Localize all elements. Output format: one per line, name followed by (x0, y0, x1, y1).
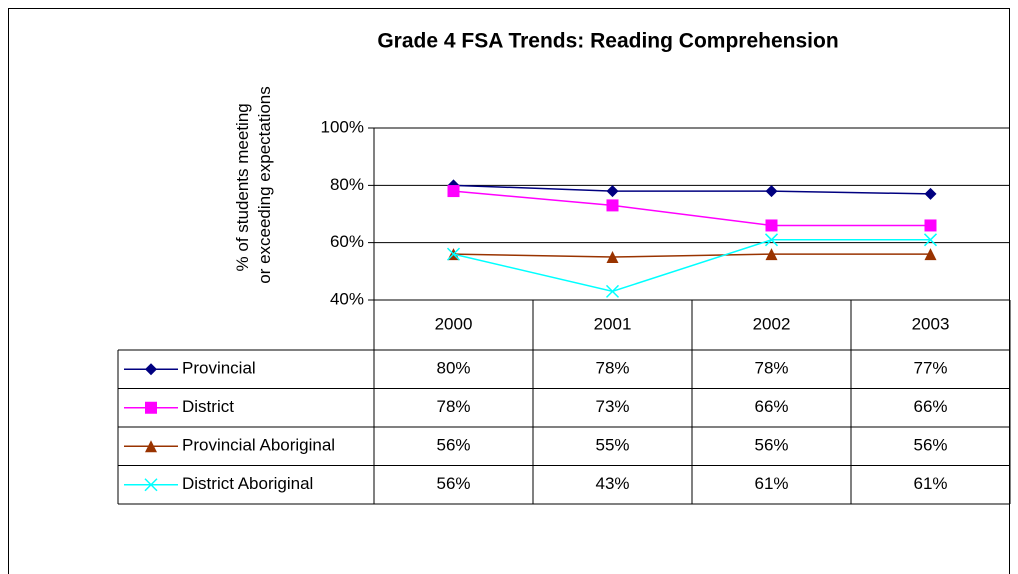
table-value: 61% (754, 474, 788, 493)
legend-label: Provincial Aboriginal (182, 436, 335, 455)
chart-border (8, 8, 1010, 574)
table-value: 77% (913, 359, 947, 378)
point-marker (924, 248, 937, 261)
table-value: 55% (595, 436, 629, 455)
point-marker (606, 199, 619, 212)
point-marker (924, 219, 937, 232)
point-marker (606, 185, 619, 198)
point-marker (924, 187, 937, 200)
series-line (453, 253, 931, 258)
legend-label: Provincial (182, 359, 256, 378)
y-axis-title-line: or exceeding expectations (255, 86, 274, 284)
table-value: 56% (436, 474, 470, 493)
series-line (453, 184, 931, 195)
x-tick-label: 2003 (912, 314, 950, 333)
legend-marker (144, 478, 158, 492)
y-tick-label: 100% (321, 117, 364, 136)
table-value: 56% (913, 436, 947, 455)
point-marker (923, 233, 938, 247)
x-tick-label: 2001 (594, 314, 632, 333)
point-marker (765, 219, 778, 232)
table-value: 78% (754, 359, 788, 378)
point-marker (606, 251, 619, 263)
series-line (453, 190, 931, 227)
table-value: 56% (436, 436, 470, 455)
point-marker (765, 248, 778, 261)
point-marker (605, 284, 620, 298)
table-value: 78% (436, 397, 470, 416)
y-axis-title: % of students meeting or exceeding expec… (233, 86, 274, 284)
point-marker (765, 185, 778, 198)
y-axis-title-line: % of students meeting (233, 103, 252, 271)
legend-label: District Aboriginal (182, 474, 313, 493)
legend-marker (145, 440, 157, 453)
chart-title: Grade 4 FSA Trends: Reading Comprehensio… (377, 30, 838, 53)
x-tick-label: 2002 (753, 314, 791, 333)
legend-marker (145, 401, 157, 414)
table-value: 66% (913, 397, 947, 416)
table-value: 66% (754, 397, 788, 416)
legend-label: District (182, 397, 234, 416)
y-tick-label: 40% (330, 289, 364, 308)
table-value: 78% (595, 359, 629, 378)
table-value: 43% (595, 474, 629, 493)
x-tick-label: 2000 (435, 314, 473, 333)
table-value: 73% (595, 397, 629, 416)
y-tick-label: 80% (330, 175, 364, 194)
legend-marker (145, 363, 157, 376)
point-marker (446, 247, 461, 261)
y-tick-label: 60% (330, 232, 364, 251)
point-marker (447, 185, 460, 198)
table-value: 80% (436, 359, 470, 378)
point-marker (764, 233, 779, 247)
table-value: 56% (754, 436, 788, 455)
table-value: 61% (913, 474, 947, 493)
series-line (453, 239, 931, 293)
